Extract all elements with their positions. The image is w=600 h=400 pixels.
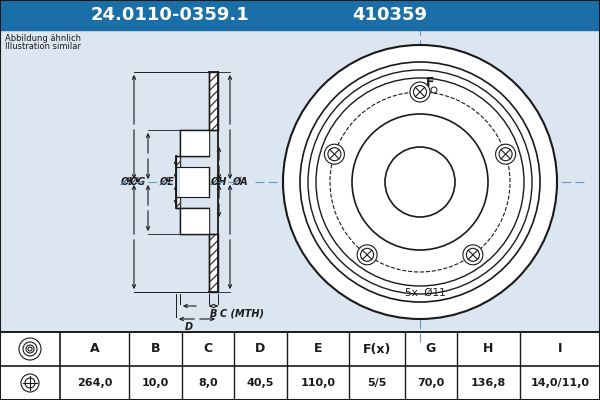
Bar bbox=[180, 167, 209, 197]
Polygon shape bbox=[180, 130, 209, 156]
Circle shape bbox=[410, 82, 430, 102]
Text: 70,0: 70,0 bbox=[417, 378, 445, 388]
Text: B: B bbox=[151, 342, 160, 356]
Circle shape bbox=[352, 114, 488, 250]
Circle shape bbox=[463, 245, 483, 265]
Circle shape bbox=[413, 86, 427, 98]
Text: F(x): F(x) bbox=[363, 342, 391, 356]
Text: 40,5: 40,5 bbox=[247, 378, 274, 388]
Bar bbox=[176, 167, 180, 197]
Polygon shape bbox=[209, 72, 218, 130]
Text: 14,0/11,0: 14,0/11,0 bbox=[530, 378, 589, 388]
Circle shape bbox=[385, 147, 455, 217]
Text: D: D bbox=[185, 322, 193, 332]
Polygon shape bbox=[180, 208, 209, 234]
Circle shape bbox=[328, 148, 341, 161]
Polygon shape bbox=[209, 234, 218, 292]
Text: 5/5: 5/5 bbox=[367, 378, 386, 388]
Text: C: C bbox=[203, 342, 212, 356]
Text: I: I bbox=[557, 342, 562, 356]
Text: ØA: ØA bbox=[232, 177, 248, 187]
Text: ØH: ØH bbox=[211, 177, 227, 187]
Bar bbox=[0, 332, 600, 400]
Text: 8,0: 8,0 bbox=[198, 378, 218, 388]
Circle shape bbox=[283, 45, 557, 319]
Text: 10,0: 10,0 bbox=[142, 378, 169, 388]
Circle shape bbox=[496, 144, 515, 164]
Circle shape bbox=[300, 62, 540, 302]
Circle shape bbox=[308, 70, 532, 294]
Text: H: H bbox=[484, 342, 494, 356]
Bar bbox=[0, 0, 600, 30]
Text: ØI: ØI bbox=[120, 177, 132, 187]
Text: 410359: 410359 bbox=[353, 6, 427, 24]
Text: ØG: ØG bbox=[130, 177, 146, 187]
Text: Illustration similar: Illustration similar bbox=[5, 42, 81, 51]
Text: A: A bbox=[89, 342, 99, 356]
Text: C (MTH): C (MTH) bbox=[220, 309, 264, 319]
Polygon shape bbox=[176, 156, 180, 208]
Text: B: B bbox=[210, 309, 217, 319]
Bar bbox=[180, 208, 209, 234]
Text: 110,0: 110,0 bbox=[301, 378, 335, 388]
Text: D: D bbox=[256, 342, 266, 356]
Text: 5x  Ø11: 5x Ø11 bbox=[404, 288, 445, 298]
Circle shape bbox=[325, 144, 344, 164]
Text: G: G bbox=[426, 342, 436, 356]
Circle shape bbox=[466, 248, 479, 261]
Text: 136,8: 136,8 bbox=[471, 378, 506, 388]
Text: Abbildung ähnlich: Abbildung ähnlich bbox=[5, 34, 81, 43]
Text: E: E bbox=[314, 342, 322, 356]
Text: F: F bbox=[426, 76, 434, 89]
Bar bbox=[180, 130, 209, 156]
Circle shape bbox=[361, 248, 374, 261]
Circle shape bbox=[499, 148, 512, 161]
Text: 264,0: 264,0 bbox=[77, 378, 112, 388]
Text: 24.0110-0359.1: 24.0110-0359.1 bbox=[91, 6, 250, 24]
Text: ØE: ØE bbox=[159, 177, 174, 187]
Circle shape bbox=[316, 78, 524, 286]
Circle shape bbox=[357, 245, 377, 265]
